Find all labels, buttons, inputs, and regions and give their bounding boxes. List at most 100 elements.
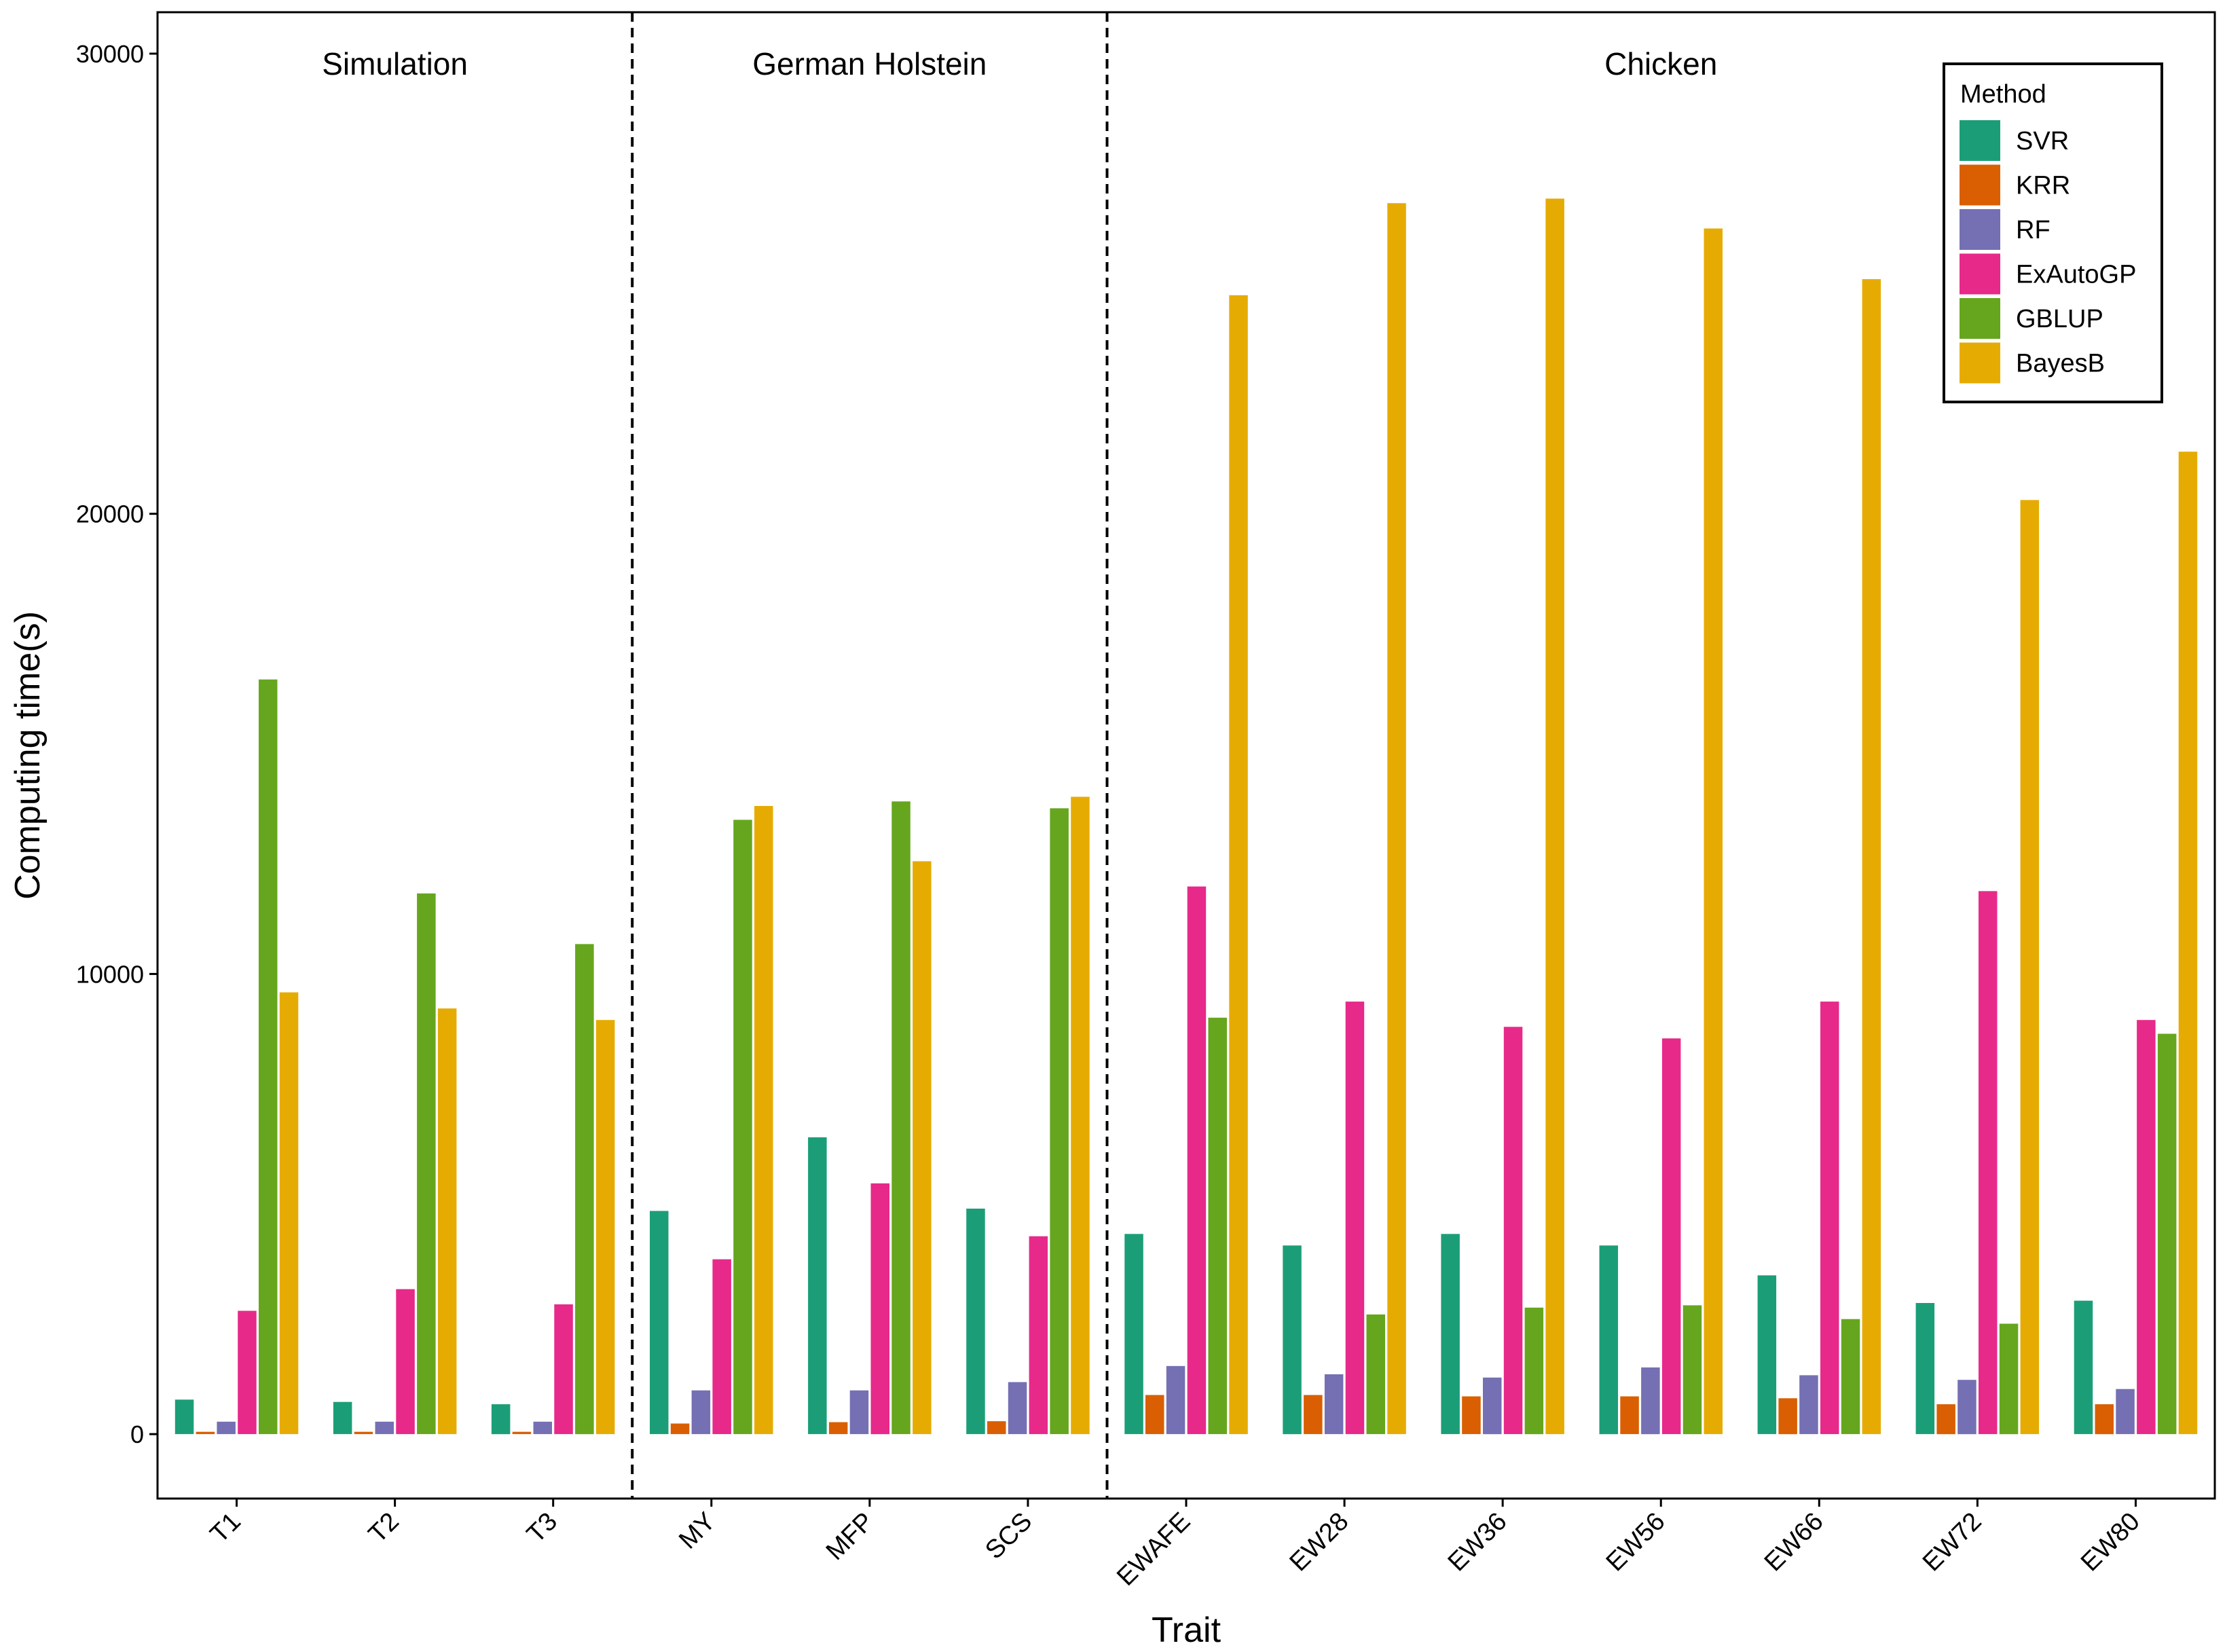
x-tick-label-ew28: EW28 [1285,1507,1355,1577]
bar-svr-ew80 [2074,1300,2093,1435]
group-label-2: Chicken [1604,46,1717,81]
x-tick-label-ew36: EW36 [1443,1507,1513,1577]
legend-label-bayesb: BayesB [2016,350,2105,378]
bar-rf-ew56 [1641,1367,1660,1435]
bar-exautogp-ew72 [1979,891,1998,1435]
bar-exautogp-ew56 [1661,1038,1681,1435]
bar-bayesb-ew36 [1545,198,1564,1435]
bar-krr-t1 [196,1431,215,1435]
bar-krr-ew56 [1620,1396,1639,1435]
x-tick-label-my: MY [674,1507,721,1555]
bar-krr-ew28 [1304,1395,1323,1435]
bar-gblup-ewafe [1208,1017,1227,1435]
group-label-1: German Holstein [752,46,987,81]
legend-swatch-svr [1960,120,2000,161]
bar-svr-ew28 [1283,1245,1302,1435]
bar-gblup-ew36 [1524,1307,1544,1435]
bar-svr-t2 [333,1401,352,1435]
bar-rf-t1 [217,1421,236,1435]
bar-exautogp-scs [1029,1236,1048,1435]
bar-rf-scs [1008,1382,1027,1435]
legend-swatch-exautogp [1960,253,2000,295]
bar-rf-ew66 [1799,1375,1818,1435]
legend-swatch-bayesb [1960,342,2000,384]
x-tick-label-scs: SCS [980,1507,1037,1565]
y-tick-label: 20000 [76,500,144,528]
x-tick-label-mfp: MFP [821,1507,879,1566]
bar-exautogp-t2 [396,1289,415,1435]
bar-svr-ew72 [1915,1303,1935,1435]
x-tick-label-ewafe: EWAFE [1111,1507,1196,1592]
bar-svr-t1 [174,1399,194,1435]
bar-bayesb-ew56 [1704,228,1723,1435]
bar-svr-mfp [808,1137,827,1435]
bar-exautogp-ewafe [1187,886,1207,1435]
plot-border [156,11,2216,1500]
x-tick-label-t1: T1 [205,1507,246,1549]
bar-gblup-t2 [417,893,436,1435]
bar-svr-ew36 [1441,1234,1460,1435]
bar-exautogp-ew36 [1503,1027,1523,1435]
plot-area: Simulation German Holstein Chicken [174,12,2198,1499]
bar-svr-t3 [491,1404,511,1435]
bar-rf-ew80 [2116,1389,2135,1435]
x-tick-label-ew80: EW80 [2076,1507,2146,1577]
legend-label-svr: SVR [2016,127,2069,155]
bar-rf-t2 [375,1421,394,1435]
bar-exautogp-t1 [238,1310,257,1435]
bar-gblup-ew56 [1682,1305,1702,1435]
bar-svr-scs [966,1209,985,1435]
x-tick-label-t2: T2 [363,1507,405,1549]
bar-svr-ewafe [1124,1234,1143,1435]
legend-label-krr: KRR [2016,172,2070,200]
bar-rf-ewafe [1166,1365,1185,1435]
bar-exautogp-ew80 [2137,1020,2156,1435]
bar-krr-t3 [512,1431,532,1435]
bar-rf-mfp [849,1390,869,1435]
bar-bayesb-ew80 [2178,452,2198,1435]
bar-krr-scs [987,1421,1006,1435]
bar-exautogp-mfp [870,1183,889,1435]
bar-krr-ewafe [1145,1395,1164,1435]
bar-gblup-ew28 [1366,1314,1385,1435]
bar-exautogp-ew28 [1345,1002,1365,1435]
legend-swatch-rf [1960,209,2000,250]
bar-exautogp-ew66 [1820,1002,1839,1435]
y-tick-label: 0 [130,1420,144,1448]
bar-rf-t3 [533,1421,552,1435]
x-tick-label-ew66: EW66 [1759,1507,1829,1577]
bar-rf-my [691,1390,711,1435]
bar-exautogp-t3 [554,1304,573,1435]
bar-krr-t2 [354,1431,373,1435]
bar-bayesb-t2 [437,1008,457,1435]
bar-svr-my [650,1211,669,1435]
bar-gblup-my [733,820,752,1435]
bar-bayesb-ew28 [1387,203,1406,1435]
bar-krr-my [670,1423,690,1435]
legend-label-gblup: GBLUP [2016,305,2103,333]
legend-swatch-gblup [1960,298,2000,339]
legend: Method SVR KRR RF ExAutoGP GBLUP BayesB [1943,62,2163,403]
bar-gblup-t3 [575,944,594,1435]
bar-bayesb-t3 [595,1020,615,1435]
bar-krr-ew66 [1778,1398,1797,1435]
bar-bayesb-t1 [279,992,299,1435]
bar-rf-ew36 [1483,1377,1502,1435]
y-axis-title: Computing time(s) [8,611,48,900]
x-tick-label-ew56: EW56 [1601,1507,1671,1577]
x-tick-label-ew72: EW72 [1917,1507,1987,1577]
bar-bayesb-ew72 [2020,500,2040,1435]
bar-krr-ew36 [1462,1396,1481,1435]
group-label-0: Simulation [322,46,468,81]
legend-title: Method [1960,80,2046,109]
bar-rf-ew28 [1324,1374,1344,1435]
legend-label-rf: RF [2016,216,2051,244]
bar-bayesb-mfp [913,861,932,1435]
y-tick-label: 10000 [76,960,144,988]
bar-krr-ew72 [1936,1404,1955,1435]
bar-krr-mfp [828,1422,848,1435]
bar-bayesb-scs [1071,796,1090,1435]
bar-svr-ew66 [1757,1275,1777,1435]
bar-svr-ew56 [1599,1245,1618,1435]
